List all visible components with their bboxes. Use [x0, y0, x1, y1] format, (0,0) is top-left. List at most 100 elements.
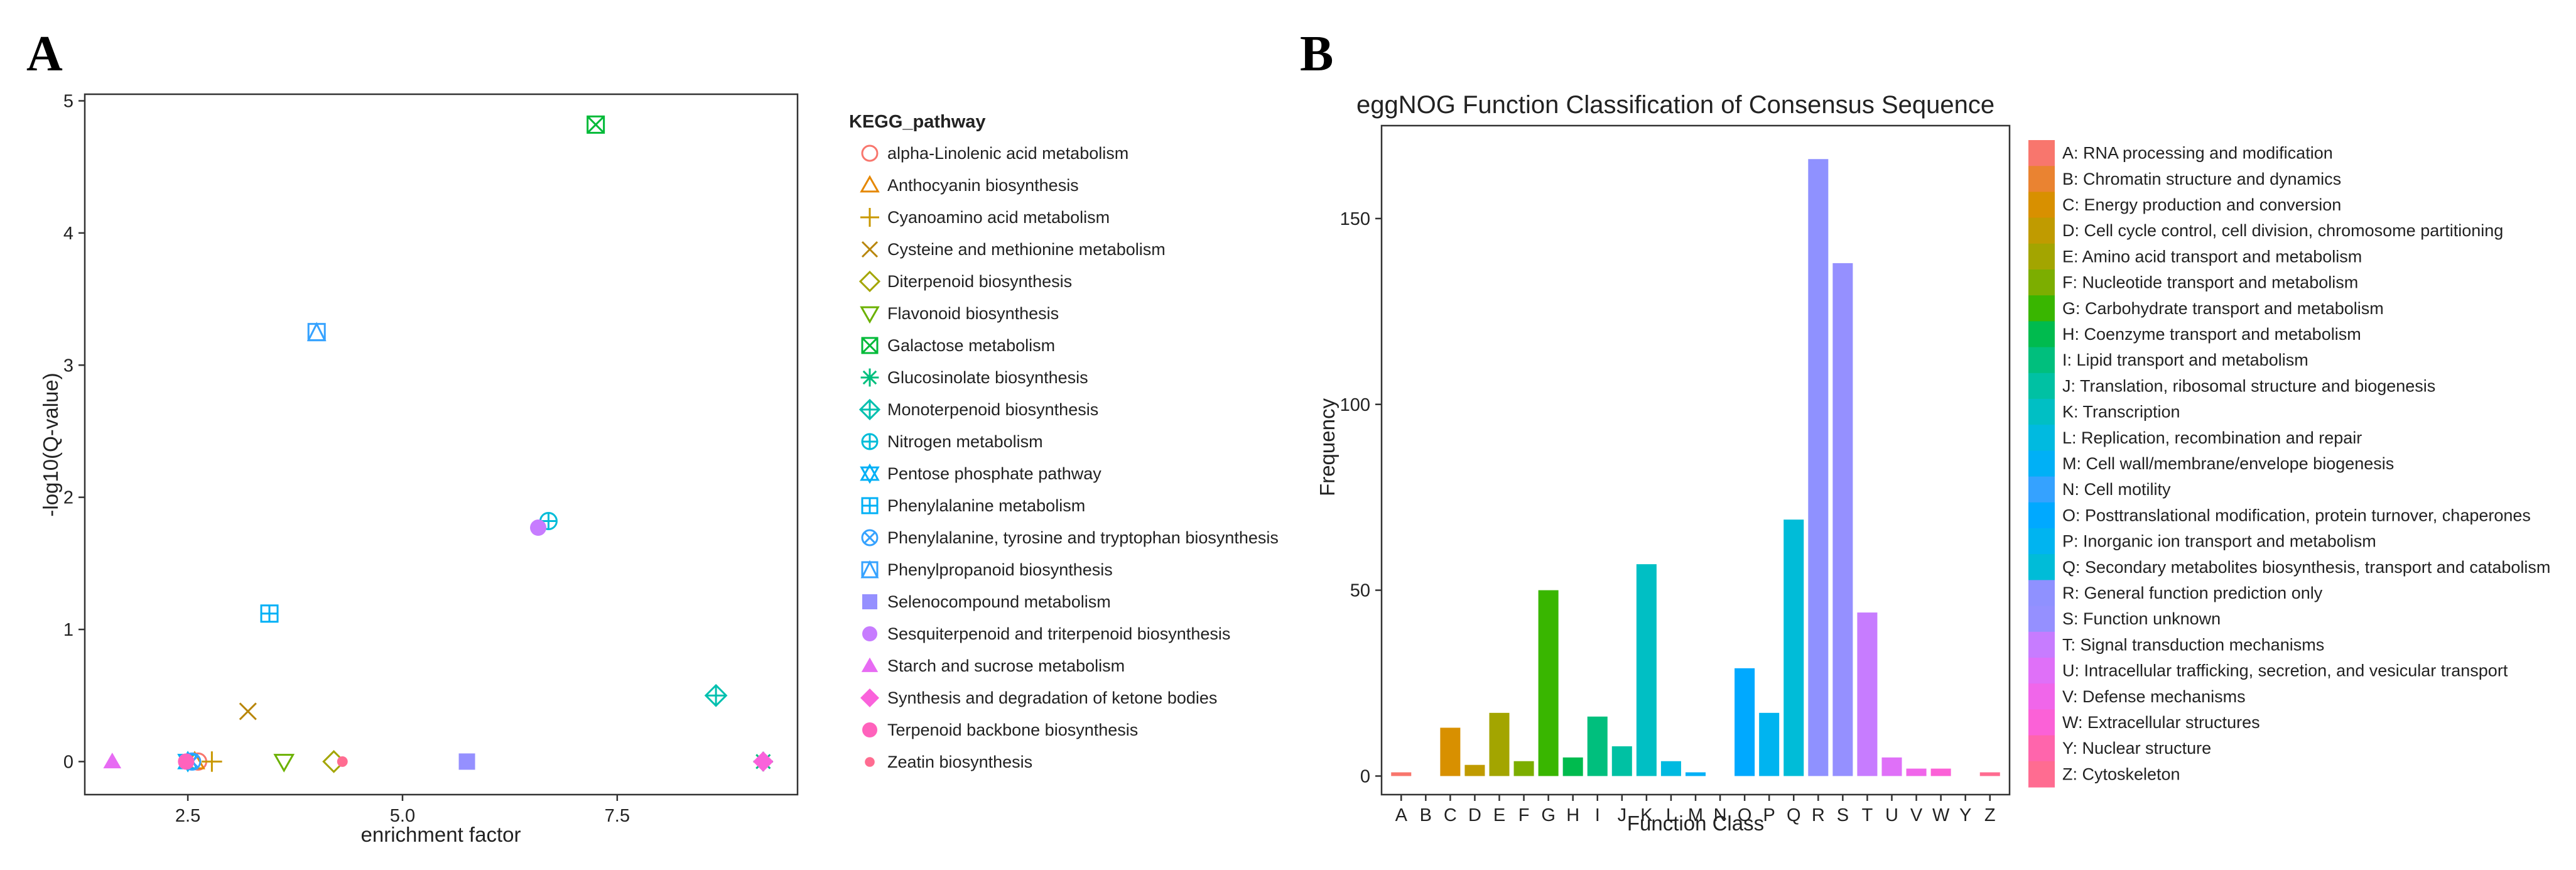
legend-entry-label: Q: Secondary metabolites biosynthesis, t… — [2062, 558, 2550, 577]
y-tick-label: 0 — [1360, 766, 1370, 786]
legend-key-triangle — [861, 657, 879, 672]
x-tick-label: Z — [1984, 805, 1996, 825]
legend-swatch-S — [2028, 606, 2055, 633]
panel-a-scatter-plot: 0 1 2 3 4 5 2.5 5.0 7.5 enrichment factor -log1… — [39, 92, 1279, 846]
legend-swatch-Y — [2028, 735, 2055, 762]
legend-key-asterisk — [860, 368, 879, 387]
y-tick-label: 0 — [63, 752, 73, 772]
plot-a-legend-title: KEGG_pathway — [849, 112, 986, 132]
legend-entry-label: Phenylalanine metabolism — [887, 496, 1085, 515]
plot-b-legend: A: RNA processing and modification B: Chr… — [2028, 140, 2550, 788]
legend-entry-label: K: Transcription — [2062, 403, 2180, 421]
legend-entry-label: Starch and sucrose metabolism — [887, 656, 1125, 675]
plot-b-bars — [1391, 159, 2000, 776]
bar-V — [1906, 768, 1927, 776]
x-tick-label: I — [1595, 805, 1600, 825]
legend-swatch-P — [2028, 528, 2055, 555]
bar-D — [1464, 764, 1485, 776]
x-tick-label: A — [1395, 805, 1408, 825]
legend-swatch-G — [2028, 295, 2055, 322]
legend-key-circle-open — [861, 144, 879, 162]
legend-entry-label: Glucosinolate biosynthesis — [887, 368, 1088, 387]
y-tick-label: 1 — [63, 620, 73, 640]
legend-swatch-H — [2028, 321, 2055, 348]
legend-key-circle-x — [861, 529, 879, 546]
bar-K — [1636, 564, 1657, 776]
legend-swatch-K — [2028, 399, 2055, 425]
data-point-square — [458, 753, 475, 770]
x-tick-label: 5.0 — [390, 806, 415, 826]
legend-key-circle — [862, 722, 877, 737]
plot-b-frame — [1380, 124, 2011, 796]
legend-entry-label: Anthocyanin biosynthesis — [887, 176, 1079, 195]
legend-entry-label: M: Cell wall/membrane/envelope biogenesi… — [2062, 454, 2394, 473]
data-point-plus — [202, 751, 222, 772]
legend-entry-label: F: Nucleotide transport and metabolism — [2062, 273, 2358, 292]
x-tick-label: 2.5 — [175, 806, 200, 826]
legend-entry-label: Phenylpropanoid biosynthesis — [887, 560, 1113, 579]
x-tick-label: E — [1493, 805, 1505, 825]
x-tick-label: J — [1618, 805, 1627, 825]
legend-entry-label: J: Translation, ribosomal structure and … — [2062, 376, 2435, 395]
legend-key-square-x — [861, 337, 879, 354]
data-point-triangle — [103, 753, 122, 769]
plot-a-frame — [84, 93, 799, 796]
legend-swatch-Z — [2028, 761, 2055, 788]
legend-key-diamond-plus — [858, 398, 881, 421]
y-tick-label: 150 — [1340, 209, 1370, 229]
x-tick-label: 7.5 — [605, 806, 630, 826]
legend-key-cross — [861, 241, 879, 258]
data-point-diamond — [753, 751, 774, 772]
legend-key-circle-plus — [861, 433, 879, 450]
x-tick-label: C — [1444, 805, 1457, 825]
plot-a-y-axis-label: -log10(Q-value) — [39, 372, 62, 516]
legend-key-star-david — [860, 463, 880, 484]
data-point-dot — [337, 756, 348, 767]
bar-G — [1538, 590, 1559, 776]
bar-L — [1660, 761, 1681, 776]
legend-entry-label: Selenocompound metabolism — [887, 592, 1111, 611]
legend-entry-label: Synthesis and degradation of ketone bodi… — [887, 688, 1217, 707]
bar-Z — [1979, 772, 2000, 776]
legend-swatch-T — [2028, 631, 2055, 658]
y-tick-label: 50 — [1350, 581, 1370, 601]
legend-entry-label: alpha-Linolenic acid metabolism — [887, 144, 1128, 163]
plot-a-legend: alpha-Linolenic acid metabolism Anthocyan… — [858, 144, 1279, 771]
legend-entry-label: Monoterpenoid biosynthesis — [887, 400, 1098, 419]
legend-entry-label: Flavonoid biosynthesis — [887, 304, 1059, 323]
data-point-square-triangle — [306, 322, 327, 342]
y-tick-label: 2 — [63, 488, 73, 508]
legend-entry-label: N: Cell motility — [2062, 480, 2171, 499]
bar-A — [1391, 772, 1412, 776]
plot-b-y-axis: 0 50 100 150 — [1340, 209, 1382, 786]
bar-C — [1440, 727, 1461, 776]
x-tick-label: U — [1885, 805, 1898, 825]
legend-swatch-I — [2028, 347, 2055, 374]
legend-swatch-B — [2028, 166, 2055, 192]
x-tick-label: W — [1932, 805, 1950, 825]
legend-swatch-J — [2028, 372, 2055, 400]
legend-entry-label: P: Inorganic ion transport and metabolis… — [2062, 532, 2376, 551]
legend-entry-label: D: Cell cycle control, cell division, ch… — [2062, 221, 2503, 240]
bar-T — [1857, 612, 1878, 776]
legend-entry-label: Y: Nuclear structure — [2062, 739, 2211, 758]
legend-entry-label: Terpenoid backbone biosynthesis — [887, 720, 1138, 739]
x-tick-label: D — [1468, 805, 1481, 825]
legend-entry-label: O: Posttranslational modification, prote… — [2062, 506, 2531, 525]
data-point-cross — [239, 702, 257, 720]
legend-swatch-V — [2028, 683, 2055, 710]
bar-I — [1587, 716, 1608, 776]
data-point-triangle-down-open — [273, 754, 295, 773]
legend-key-triangle-open — [860, 175, 880, 193]
legend-entry-label: V: Defense mechanisms — [2062, 687, 2246, 706]
legend-entry-label: H: Coenzyme transport and metabolism — [2062, 325, 2361, 344]
panel-b-label: B — [1300, 26, 1333, 82]
x-tick-label: P — [1763, 805, 1775, 825]
x-tick-label: B — [1420, 805, 1432, 825]
bar-W — [1930, 768, 1951, 776]
legend-entry-label: S: Function unknown — [2062, 609, 2221, 628]
bar-E — [1489, 712, 1510, 776]
legend-entry-label: Z: Cytoskeleton — [2062, 764, 2180, 783]
legend-key-dot — [865, 757, 875, 767]
